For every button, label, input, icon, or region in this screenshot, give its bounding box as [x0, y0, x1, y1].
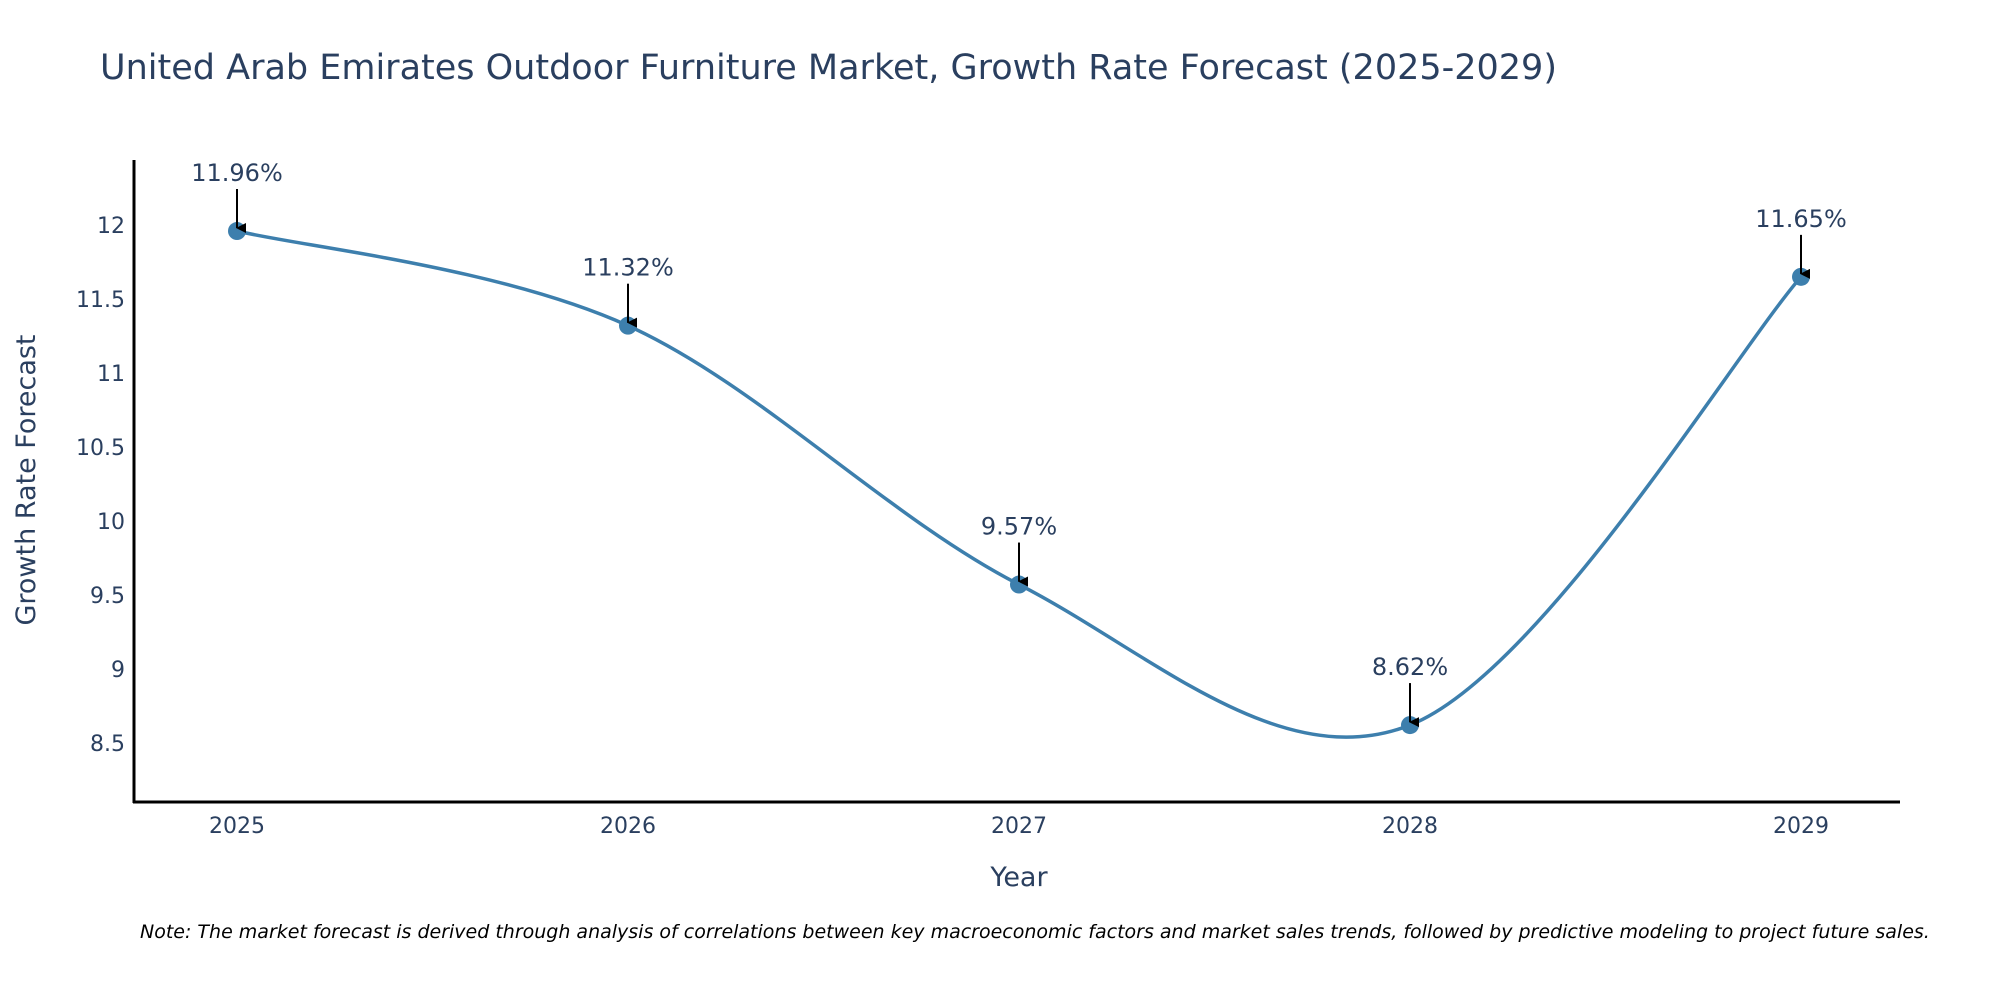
data-label-2027: 9.57% — [981, 513, 1057, 541]
data-label-2026: 11.32% — [582, 254, 674, 282]
y-tick-label: 12 — [97, 214, 125, 239]
x-tick-label: 2028 — [1382, 814, 1438, 839]
y-tick-label: 10.5 — [76, 436, 125, 461]
y-axis-title: Growth Rate Forecast — [11, 334, 42, 625]
x-tick-label: 2025 — [209, 814, 265, 839]
y-tick-label: 9.5 — [90, 584, 125, 609]
chart-title: United Arab Emirates Outdoor Furniture M… — [100, 48, 1557, 88]
footnote: Note: The market forecast is derived thr… — [140, 921, 1930, 943]
series-line — [236, 229, 1803, 739]
y-tick-label: 10 — [97, 510, 125, 535]
y-tick-label: 9 — [111, 658, 125, 683]
x-axis-title: Year — [989, 862, 1048, 893]
x-tick-label: 2026 — [600, 814, 656, 839]
x-tick-label: 2029 — [1773, 814, 1829, 839]
data-label-2028: 8.62% — [1372, 653, 1448, 681]
y-tick-label: 11 — [97, 362, 125, 387]
data-label-2025: 11.96% — [191, 159, 283, 187]
data-label-2029: 11.65% — [1755, 205, 1847, 233]
x-tick-label: 2027 — [991, 814, 1047, 839]
y-tick-label: 8.5 — [90, 732, 125, 757]
y-tick-label: 11.5 — [76, 288, 125, 313]
